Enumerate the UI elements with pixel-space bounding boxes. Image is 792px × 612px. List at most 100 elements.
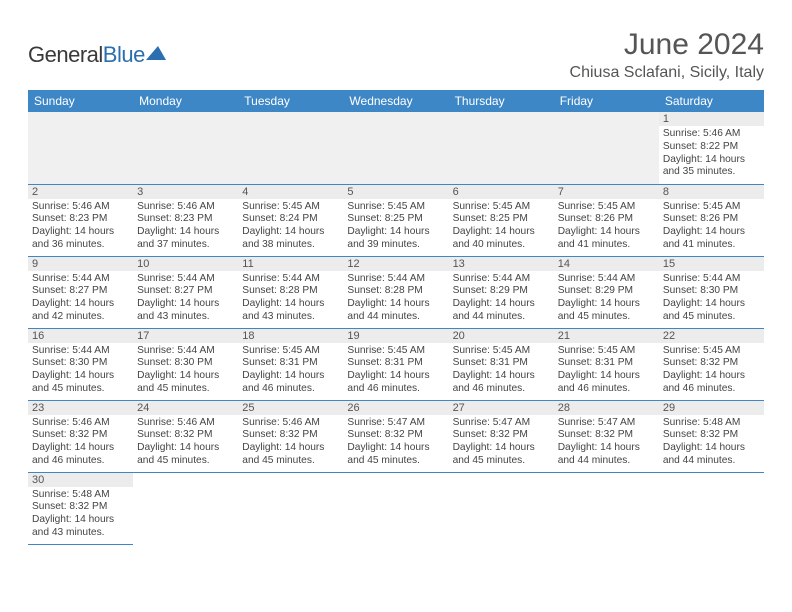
calendar-cell: 5Sunrise: 5:45 AMSunset: 8:25 PMDaylight… [343,184,448,256]
calendar-cell: 21Sunrise: 5:45 AMSunset: 8:31 PMDayligh… [554,328,659,400]
sunrise-line: Sunrise: 5:44 AM [32,345,129,358]
sunrise-line: Sunrise: 5:46 AM [663,128,760,141]
sunset-line: Sunset: 8:25 PM [453,213,550,226]
sunrise-line: Sunrise: 5:45 AM [453,345,550,358]
day-number: 13 [449,257,554,271]
calendar-cell: 9Sunrise: 5:44 AMSunset: 8:27 PMDaylight… [28,256,133,328]
calendar-cell: 17Sunrise: 5:44 AMSunset: 8:30 PMDayligh… [133,328,238,400]
sunset-line: Sunset: 8:23 PM [32,213,129,226]
day-number: 11 [238,257,343,271]
calendar-cell: 6Sunrise: 5:45 AMSunset: 8:25 PMDaylight… [449,184,554,256]
weekday-header: Tuesday [238,90,343,112]
daylight-line: Daylight: 14 hours and 46 minutes. [453,370,550,396]
calendar-cell-blank [343,112,448,184]
calendar-cell: 2Sunrise: 5:46 AMSunset: 8:23 PMDaylight… [28,184,133,256]
daylight-line: Daylight: 14 hours and 44 minutes. [663,442,760,468]
sunrise-line: Sunrise: 5:45 AM [558,345,655,358]
sunrise-line: Sunrise: 5:44 AM [137,273,234,286]
calendar-cell-blank [238,472,343,544]
sunrise-line: Sunrise: 5:45 AM [453,201,550,214]
sunset-line: Sunset: 8:22 PM [663,141,760,154]
daylight-line: Daylight: 14 hours and 43 minutes. [242,298,339,324]
calendar-cell: 22Sunrise: 5:45 AMSunset: 8:32 PMDayligh… [659,328,764,400]
title-block: June 2024 Chiusa Sclafani, Sicily, Italy [570,28,764,82]
daylight-line: Daylight: 14 hours and 44 minutes. [558,442,655,468]
calendar-cell: 12Sunrise: 5:44 AMSunset: 8:28 PMDayligh… [343,256,448,328]
sunrise-line: Sunrise: 5:45 AM [347,345,444,358]
weekday-header: Thursday [449,90,554,112]
calendar-cell: 14Sunrise: 5:44 AMSunset: 8:29 PMDayligh… [554,256,659,328]
sunrise-line: Sunrise: 5:45 AM [347,201,444,214]
day-number: 20 [449,329,554,343]
sunrise-line: Sunrise: 5:44 AM [453,273,550,286]
day-number: 9 [28,257,133,271]
page-header: GeneralBlue June 2024 Chiusa Sclafani, S… [28,28,764,82]
calendar-cell: 25Sunrise: 5:46 AMSunset: 8:32 PMDayligh… [238,400,343,472]
sunrise-line: Sunrise: 5:47 AM [347,417,444,430]
daylight-line: Daylight: 14 hours and 37 minutes. [137,226,234,252]
calendar-cell: 18Sunrise: 5:45 AMSunset: 8:31 PMDayligh… [238,328,343,400]
sunrise-line: Sunrise: 5:45 AM [242,345,339,358]
sunset-line: Sunset: 8:24 PM [242,213,339,226]
daylight-line: Daylight: 14 hours and 45 minutes. [32,370,129,396]
brand-name-b: Blue [103,42,145,67]
daylight-line: Daylight: 14 hours and 46 minutes. [347,370,444,396]
daylight-line: Daylight: 14 hours and 41 minutes. [558,226,655,252]
sunset-line: Sunset: 8:29 PM [453,285,550,298]
calendar-cell: 26Sunrise: 5:47 AMSunset: 8:32 PMDayligh… [343,400,448,472]
brand-logo: GeneralBlue [28,42,167,68]
calendar-cell: 4Sunrise: 5:45 AMSunset: 8:24 PMDaylight… [238,184,343,256]
weekday-header: Saturday [659,90,764,112]
day-number: 19 [343,329,448,343]
sunrise-line: Sunrise: 5:46 AM [242,417,339,430]
sunrise-line: Sunrise: 5:46 AM [137,201,234,214]
daylight-line: Daylight: 14 hours and 45 minutes. [137,370,234,396]
day-number: 25 [238,401,343,415]
calendar-cell: 16Sunrise: 5:44 AMSunset: 8:30 PMDayligh… [28,328,133,400]
day-number: 5 [343,185,448,199]
calendar-row: 1Sunrise: 5:46 AMSunset: 8:22 PMDaylight… [28,112,764,184]
sunset-line: Sunset: 8:32 PM [347,429,444,442]
sunset-line: Sunset: 8:32 PM [32,501,129,514]
sunrise-line: Sunrise: 5:45 AM [558,201,655,214]
day-number: 8 [659,185,764,199]
brand-name-a: General [28,42,103,67]
sunset-line: Sunset: 8:32 PM [242,429,339,442]
calendar-table: SundayMondayTuesdayWednesdayThursdayFrid… [28,90,764,545]
sunset-line: Sunset: 8:30 PM [32,357,129,370]
sunrise-line: Sunrise: 5:48 AM [32,489,129,502]
day-number: 12 [343,257,448,271]
sunset-line: Sunset: 8:29 PM [558,285,655,298]
calendar-cell-blank [554,112,659,184]
daylight-line: Daylight: 14 hours and 46 minutes. [242,370,339,396]
daylight-line: Daylight: 14 hours and 45 minutes. [137,442,234,468]
calendar-cell-blank [343,472,448,544]
daylight-line: Daylight: 14 hours and 46 minutes. [32,442,129,468]
calendar-cell-blank [133,112,238,184]
page-title: June 2024 [570,28,764,62]
day-number: 29 [659,401,764,415]
sunset-line: Sunset: 8:23 PM [137,213,234,226]
sunrise-line: Sunrise: 5:44 AM [242,273,339,286]
sunset-line: Sunset: 8:31 PM [347,357,444,370]
calendar-row: 9Sunrise: 5:44 AMSunset: 8:27 PMDaylight… [28,256,764,328]
daylight-line: Daylight: 14 hours and 36 minutes. [32,226,129,252]
sunrise-line: Sunrise: 5:45 AM [242,201,339,214]
day-number: 21 [554,329,659,343]
daylight-line: Daylight: 14 hours and 35 minutes. [663,154,760,180]
calendar-cell: 28Sunrise: 5:47 AMSunset: 8:32 PMDayligh… [554,400,659,472]
calendar-cell: 7Sunrise: 5:45 AMSunset: 8:26 PMDaylight… [554,184,659,256]
sunrise-line: Sunrise: 5:44 AM [137,345,234,358]
sunset-line: Sunset: 8:31 PM [242,357,339,370]
weekday-header: Wednesday [343,90,448,112]
sunrise-line: Sunrise: 5:46 AM [32,201,129,214]
calendar-row: 23Sunrise: 5:46 AMSunset: 8:32 PMDayligh… [28,400,764,472]
sunrise-line: Sunrise: 5:44 AM [558,273,655,286]
sunrise-line: Sunrise: 5:44 AM [663,273,760,286]
sunset-line: Sunset: 8:28 PM [347,285,444,298]
calendar-cell-blank [449,112,554,184]
daylight-line: Daylight: 14 hours and 46 minutes. [663,370,760,396]
calendar-cell: 29Sunrise: 5:48 AMSunset: 8:32 PMDayligh… [659,400,764,472]
calendar-row: 2Sunrise: 5:46 AMSunset: 8:23 PMDaylight… [28,184,764,256]
calendar-cell: 13Sunrise: 5:44 AMSunset: 8:29 PMDayligh… [449,256,554,328]
